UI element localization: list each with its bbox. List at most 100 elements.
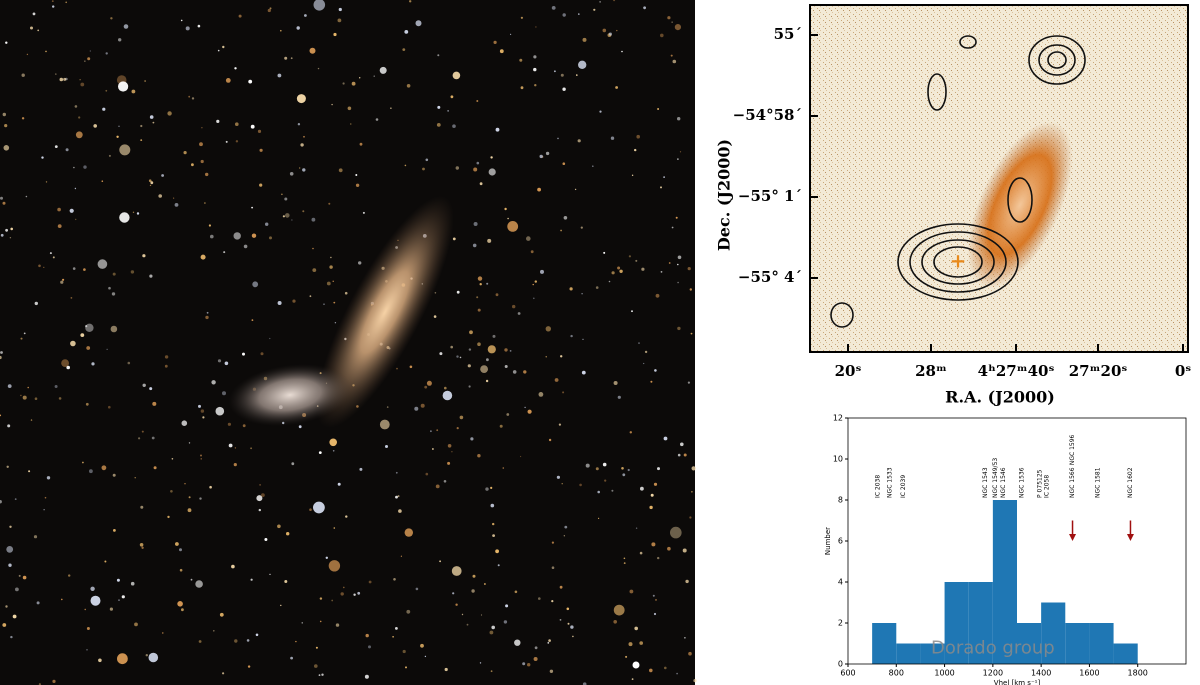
histogram: Dorado group IC 2038 NGC 1533 IC 2039 NGC 15… [824,414,1187,685]
star [567,622,570,625]
star [362,211,365,214]
star [267,8,271,13]
star [141,430,144,433]
star [45,181,48,183]
star [4,124,8,128]
star [335,623,340,627]
star [111,292,116,296]
star [499,424,503,428]
star [309,508,312,512]
star [492,334,496,338]
star [509,350,512,352]
star [5,605,8,608]
star [577,139,581,143]
star [554,70,556,73]
star [2,112,6,117]
star [68,574,71,577]
star [319,620,322,623]
star [106,348,108,350]
star [300,143,304,147]
galaxy-label: P 075125 [1036,469,1043,498]
star [663,176,665,178]
star [238,14,242,18]
star [89,469,93,474]
star [677,281,679,284]
star [603,251,606,254]
star [432,448,434,450]
star [298,425,302,429]
star [69,208,74,213]
edge-on-galaxy [316,195,454,429]
star [613,604,625,616]
star [643,6,646,10]
star [57,207,61,212]
star [231,564,235,569]
x-tick-label: 27ᵐ20ˢ [1069,362,1128,380]
star [488,168,496,176]
star [570,334,573,338]
star [672,59,677,64]
star [250,124,255,129]
star [28,470,31,473]
star [602,28,607,33]
star [0,414,2,417]
star [545,326,551,332]
star [309,295,312,298]
star [582,682,587,685]
star [161,174,165,177]
star [425,158,429,162]
star [113,529,116,532]
star [641,267,645,271]
star [510,33,512,36]
map-frame [809,4,1189,353]
bar [1065,623,1090,664]
galaxy-label: NGC 1543 [982,467,989,498]
star [32,12,36,16]
star [527,663,531,667]
star [373,75,375,77]
star [79,79,81,81]
star [297,123,301,126]
star [473,222,478,226]
star [635,527,638,529]
star [201,127,203,129]
star [228,443,233,448]
star [569,287,573,291]
star [593,8,596,11]
star [392,636,394,638]
star [581,293,583,295]
star [22,575,27,580]
star [682,548,687,553]
star [191,97,195,100]
star [415,587,419,591]
star [83,165,87,169]
star [563,535,565,537]
galaxy-label: NGC 1581 [1094,467,1101,498]
star [86,346,91,350]
star [533,67,537,72]
star [242,424,246,428]
star [199,142,203,147]
star [556,475,561,479]
star [425,472,429,476]
star [539,154,543,159]
star [104,560,107,563]
star [617,395,621,399]
star [443,480,447,483]
star [105,52,108,55]
x-tick-label: 0ˢ [1175,362,1191,380]
star [504,365,508,368]
star [547,642,550,644]
star [562,87,566,91]
star [617,266,621,270]
galaxy-label: NGC 1546 [1000,467,1007,498]
star [184,483,186,485]
star [46,476,51,480]
star [649,505,653,510]
bar [992,500,1017,664]
star [685,579,689,584]
star [634,148,637,152]
star [269,236,272,240]
star [10,635,13,639]
star [473,167,478,172]
